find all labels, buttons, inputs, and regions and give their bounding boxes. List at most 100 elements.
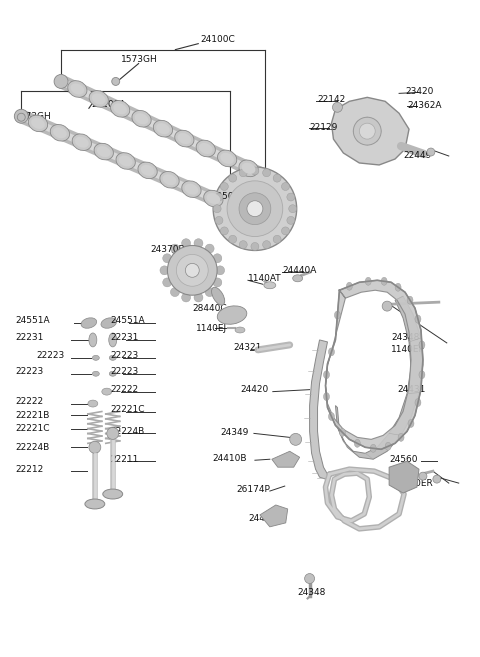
Text: 24321: 24321	[233, 344, 262, 352]
Ellipse shape	[175, 130, 194, 147]
Text: 22231: 22231	[111, 334, 139, 342]
Ellipse shape	[324, 393, 329, 401]
Text: 24551A: 24551A	[111, 315, 145, 325]
Text: 22222: 22222	[15, 397, 43, 406]
Ellipse shape	[135, 113, 148, 124]
Text: 22224B: 22224B	[15, 443, 49, 452]
Ellipse shape	[242, 163, 255, 174]
Circle shape	[287, 216, 295, 224]
Text: 1140EJ: 1140EJ	[196, 323, 228, 332]
Polygon shape	[272, 451, 300, 467]
Ellipse shape	[419, 371, 425, 378]
Text: 24348: 24348	[391, 334, 420, 342]
Text: 24551A: 24551A	[15, 315, 50, 325]
Circle shape	[160, 266, 169, 275]
Text: 22221C: 22221C	[15, 424, 50, 433]
Circle shape	[239, 240, 247, 248]
Ellipse shape	[357, 137, 361, 142]
Ellipse shape	[101, 318, 117, 328]
Circle shape	[89, 442, 101, 453]
Ellipse shape	[196, 140, 216, 157]
Ellipse shape	[94, 143, 113, 160]
Ellipse shape	[88, 400, 98, 407]
Ellipse shape	[199, 143, 213, 154]
Ellipse shape	[68, 81, 87, 97]
Ellipse shape	[92, 93, 106, 104]
Ellipse shape	[184, 184, 198, 194]
Circle shape	[213, 254, 222, 263]
Ellipse shape	[28, 115, 48, 131]
Text: 22224B: 22224B	[111, 427, 145, 436]
Ellipse shape	[293, 275, 302, 282]
Polygon shape	[310, 340, 334, 479]
Ellipse shape	[212, 287, 225, 305]
Circle shape	[273, 235, 281, 243]
Circle shape	[263, 169, 271, 177]
Ellipse shape	[71, 83, 84, 95]
Circle shape	[194, 238, 203, 248]
Ellipse shape	[50, 124, 70, 141]
Circle shape	[176, 254, 208, 286]
Circle shape	[239, 169, 247, 177]
Ellipse shape	[217, 150, 237, 167]
Text: 22211: 22211	[111, 455, 139, 464]
Circle shape	[220, 183, 228, 191]
Ellipse shape	[419, 341, 425, 349]
Circle shape	[288, 205, 297, 213]
Circle shape	[194, 293, 203, 302]
Ellipse shape	[182, 181, 201, 198]
Circle shape	[227, 181, 283, 237]
Text: 24200A: 24200A	[91, 100, 125, 109]
Polygon shape	[336, 296, 423, 459]
Ellipse shape	[373, 137, 378, 142]
Ellipse shape	[354, 440, 360, 447]
Ellipse shape	[408, 419, 414, 428]
Ellipse shape	[328, 348, 335, 356]
Circle shape	[281, 183, 289, 191]
Ellipse shape	[347, 283, 352, 290]
Circle shape	[170, 244, 180, 253]
Circle shape	[305, 574, 314, 583]
Ellipse shape	[92, 371, 99, 376]
Text: 24410B: 24410B	[212, 454, 247, 463]
Ellipse shape	[109, 355, 116, 360]
Ellipse shape	[113, 103, 127, 114]
Text: 22231: 22231	[15, 334, 44, 342]
Text: 28440C: 28440C	[192, 304, 227, 313]
Ellipse shape	[103, 489, 123, 499]
Ellipse shape	[366, 141, 369, 146]
Ellipse shape	[156, 123, 170, 134]
Ellipse shape	[132, 110, 151, 127]
Text: 24560: 24560	[389, 455, 418, 464]
Text: 22223: 22223	[36, 351, 64, 360]
Text: 24348: 24348	[298, 588, 326, 597]
Circle shape	[360, 124, 375, 139]
Circle shape	[251, 167, 259, 175]
Circle shape	[247, 201, 263, 217]
Text: 1573GH: 1573GH	[120, 55, 157, 64]
Circle shape	[229, 235, 237, 243]
Ellipse shape	[353, 129, 358, 133]
Ellipse shape	[72, 134, 92, 150]
Circle shape	[382, 301, 392, 311]
Text: 24349: 24349	[220, 428, 249, 437]
Circle shape	[229, 174, 237, 182]
Text: 24370B: 24370B	[151, 245, 185, 254]
Ellipse shape	[119, 156, 132, 166]
Ellipse shape	[373, 121, 378, 125]
Circle shape	[239, 193, 271, 225]
Circle shape	[181, 238, 191, 248]
Ellipse shape	[339, 428, 346, 436]
Ellipse shape	[357, 121, 361, 125]
Ellipse shape	[206, 193, 220, 204]
Circle shape	[251, 242, 259, 250]
Text: 1140ER: 1140ER	[399, 478, 434, 487]
Ellipse shape	[75, 137, 89, 148]
Text: 22221C: 22221C	[111, 405, 145, 414]
Ellipse shape	[178, 133, 191, 144]
Ellipse shape	[335, 311, 340, 319]
Ellipse shape	[92, 355, 99, 360]
Ellipse shape	[239, 160, 258, 177]
Circle shape	[168, 246, 217, 295]
Circle shape	[181, 293, 191, 302]
